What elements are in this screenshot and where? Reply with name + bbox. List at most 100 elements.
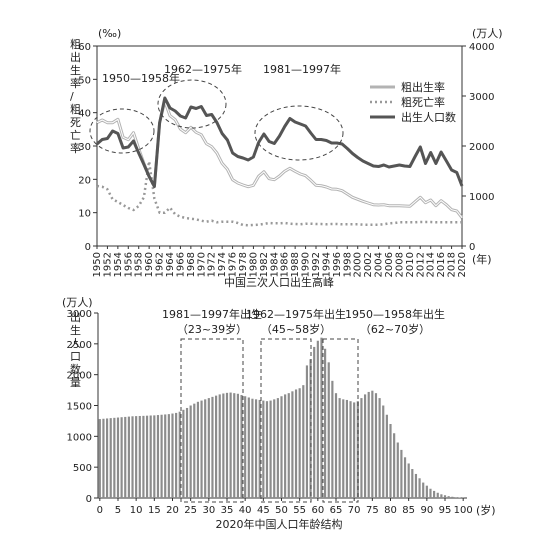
age-bar xyxy=(106,418,108,498)
top-y-left-tick-label: 30 xyxy=(78,142,91,153)
top-x-tick-label: 2012 xyxy=(415,252,426,277)
age-bar xyxy=(379,398,381,498)
age-bar xyxy=(317,341,319,498)
top-x-tick-label: 2000 xyxy=(353,252,364,277)
age-bar xyxy=(360,398,362,498)
bottom-x-tick-label: 90 xyxy=(420,505,433,516)
age-bar xyxy=(230,393,232,498)
age-bar xyxy=(328,362,330,498)
bottom-x-tick-label: 60 xyxy=(311,505,324,516)
top-y-left-tick-label: 60 xyxy=(78,42,91,53)
bottom-y-tick-label: 2000 xyxy=(67,371,92,382)
age-bar xyxy=(339,398,341,498)
age-bar xyxy=(262,401,264,498)
age-bar xyxy=(437,493,439,498)
age-bar xyxy=(266,401,268,498)
top-y-left-tick-label: 10 xyxy=(78,209,91,220)
bottom-x-unit: (岁) xyxy=(476,503,496,517)
age-bar xyxy=(161,415,163,498)
series-line-death-rate xyxy=(97,161,462,225)
age-bar xyxy=(117,418,119,498)
top-x-tick-label: 1960 xyxy=(144,252,155,277)
top-right-unit: (万人) xyxy=(472,27,503,40)
age-bar xyxy=(211,397,213,498)
top-y-right-tick-label: 2000 xyxy=(469,142,494,153)
age-bar xyxy=(353,402,355,498)
age-bar xyxy=(342,399,344,498)
top-x-tick-label: 1992 xyxy=(311,252,322,277)
age-bar xyxy=(244,396,246,498)
bottom-y-tick-label: 1500 xyxy=(67,402,92,413)
legend-death-rate: 粗死亡率 xyxy=(401,95,445,109)
top-y-left-tick-label: 40 xyxy=(78,109,91,120)
top-x-tick-label: 2010 xyxy=(405,252,416,277)
bottom-x-tick-label: 15 xyxy=(148,505,161,516)
age-bar xyxy=(193,404,195,498)
age-bar xyxy=(259,400,261,498)
age-bar xyxy=(200,401,202,498)
age-bar xyxy=(270,401,272,498)
top-x-tick-label: 1956 xyxy=(123,252,134,277)
annotation-1981-1997: 1981—1997年 xyxy=(263,62,341,76)
annotation-bottom-23-39: （23~39岁） xyxy=(177,322,247,336)
age-bar xyxy=(197,402,199,498)
age-bar xyxy=(426,486,428,498)
age-bar xyxy=(110,418,112,498)
top-x-tick-label: 1978 xyxy=(238,252,249,277)
bottom-x-tick-label: 20 xyxy=(166,505,179,516)
top-x-tick-label: 2014 xyxy=(426,252,437,277)
top-y-right-tick-label: 3000 xyxy=(469,92,494,103)
top-x-tick-label: 1962 xyxy=(155,252,166,277)
top-x-tick-label: 2018 xyxy=(447,252,458,277)
top-x-tick-label: 1996 xyxy=(332,252,343,277)
bottom-y-tick-label: 500 xyxy=(73,463,92,474)
top-y-right-tick-label: 0 xyxy=(469,242,475,253)
age-bar xyxy=(102,419,104,498)
annotation-bottom-62-70: （62~70岁） xyxy=(360,322,430,336)
age-bar xyxy=(277,398,279,498)
bottom-x-tick-label: 100 xyxy=(454,505,473,516)
top-x-tick-label: 2002 xyxy=(363,252,374,277)
annotation-bottom-1962-1975: 1962—1975年出生 xyxy=(246,307,346,321)
top-x-tick-label: 2016 xyxy=(436,252,447,277)
bottom-caption: 2020年中国人口年龄结构 xyxy=(216,517,343,531)
bottom-x-tick-label: 95 xyxy=(439,505,452,516)
age-bar xyxy=(131,416,133,498)
top-x-tick-label: 1950 xyxy=(92,252,103,277)
bottom-y-tick-label: 1000 xyxy=(67,432,92,443)
age-bar xyxy=(150,415,152,498)
bottom-y-tick-label: 3000 xyxy=(67,309,92,320)
age-bar xyxy=(284,394,286,498)
ellipse-1981-1997 xyxy=(255,106,343,160)
annotation-bottom-45-58: （45~58岁） xyxy=(261,322,331,336)
top-y-right-tick-label: 1000 xyxy=(469,192,494,203)
age-bar xyxy=(142,416,144,498)
age-bar xyxy=(240,395,242,498)
bottom-x-tick-label: 5 xyxy=(115,505,121,516)
age-bar xyxy=(204,399,206,498)
age-bar xyxy=(248,397,250,498)
age-bar xyxy=(429,489,431,498)
bottom-x-tick-label: 70 xyxy=(348,505,361,516)
age-bar xyxy=(448,496,450,498)
legend-birth-rate: 粗出生率 xyxy=(401,80,445,94)
top-x-tick-label: 2006 xyxy=(384,252,395,277)
age-bar xyxy=(397,443,399,499)
age-bar xyxy=(222,393,224,498)
top-x-tick-label: 1986 xyxy=(280,252,291,277)
age-bar xyxy=(418,478,420,498)
age-bar xyxy=(386,415,388,498)
age-bar xyxy=(422,483,424,498)
age-bar xyxy=(364,394,366,498)
top-x-unit: (年) xyxy=(472,252,492,266)
annotation-bottom-1950-1958: 1950—1958年出生 xyxy=(345,307,445,321)
bottom-x-tick-label: 35 xyxy=(221,505,234,516)
top-y-left-tick-label: 20 xyxy=(78,175,91,186)
age-bar xyxy=(168,414,170,498)
age-bar xyxy=(404,457,406,498)
age-bar xyxy=(226,393,228,498)
age-bar xyxy=(368,392,370,498)
age-bar xyxy=(375,393,377,498)
